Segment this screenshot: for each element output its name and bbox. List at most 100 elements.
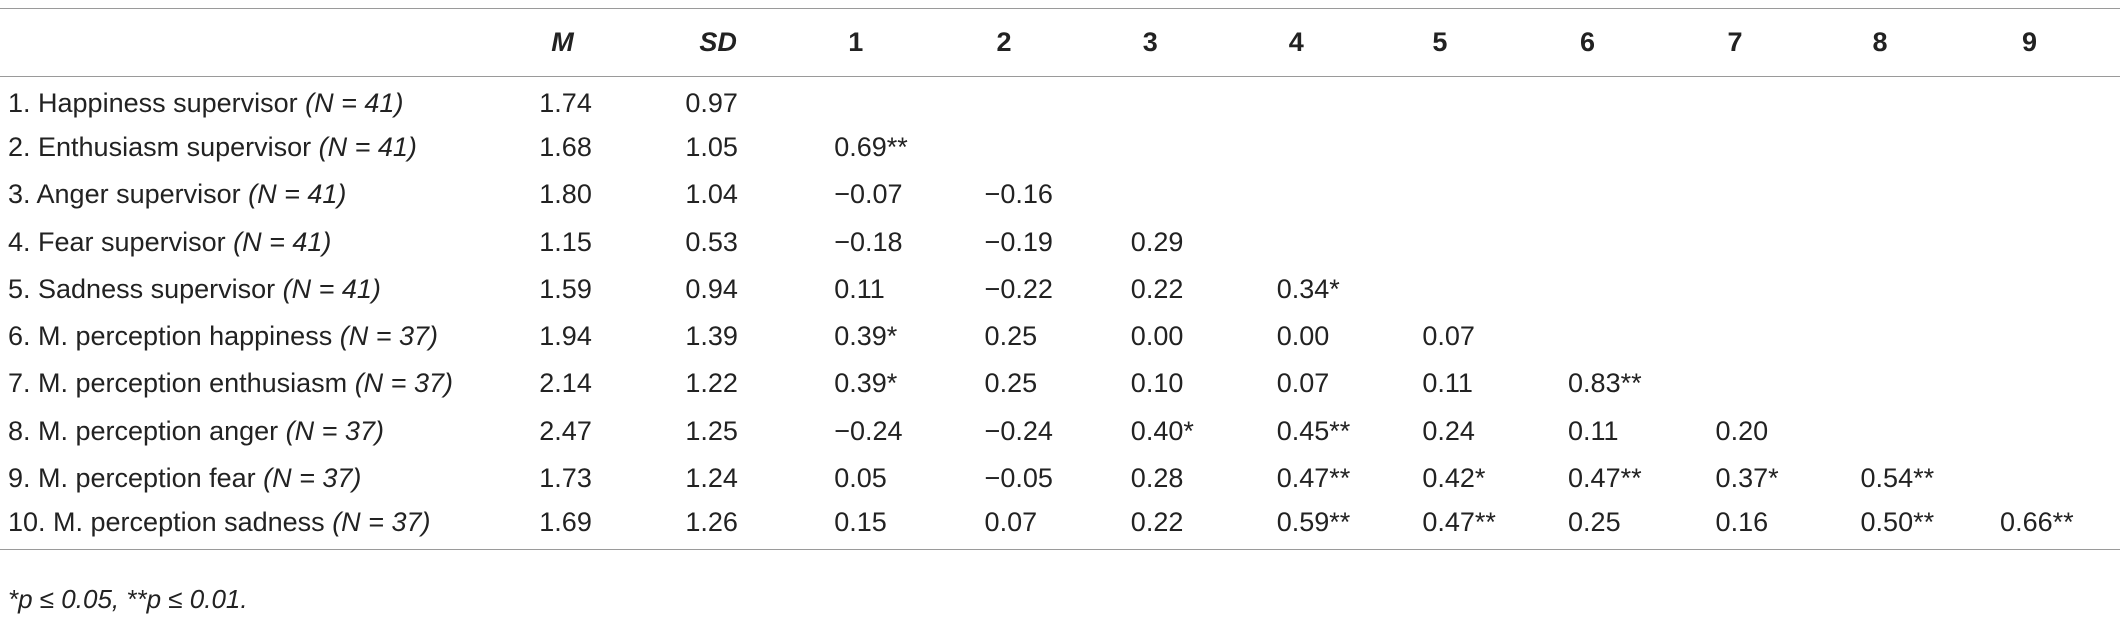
header-col-4: 2 xyxy=(976,8,1123,77)
table-cell: 0.54** xyxy=(1860,463,1935,494)
table-cell: 0.83** xyxy=(1568,368,1642,399)
table-cell: 0.47** xyxy=(1276,463,1351,494)
table-header-row: M SD 1 2 3 4 5 6 7 8 9 xyxy=(0,8,2120,77)
table-row: 1. Happiness supervisor (N = 41) 1.74 0.97 xyxy=(0,77,2120,124)
table-cell: 0.25 xyxy=(1560,502,1708,550)
table-cell: 0.07 xyxy=(1422,321,1475,352)
table-cell xyxy=(828,77,976,124)
row-label: 10. M. perception sadness (N = 37) xyxy=(0,502,538,550)
header-col-7: 5 xyxy=(1414,8,1561,77)
row-label: 1. Happiness supervisor (N = 41) xyxy=(0,77,537,124)
table-cell xyxy=(1708,77,1853,124)
table-cell: 2.14 xyxy=(539,368,592,399)
table-cell: 0.11 xyxy=(834,273,885,304)
row-sample-size: (N = 41) xyxy=(282,273,381,304)
row-sample-size: (N = 37) xyxy=(354,368,453,399)
table-row: 4. Fear supervisor (N = 41) 1.15 0.53 −0.18… xyxy=(0,218,2120,265)
table-cell: 0.53 xyxy=(685,226,738,257)
header-col-6: 4 xyxy=(1268,8,1415,77)
table-cell: 1.69 xyxy=(537,502,680,550)
header-col-5: 3 xyxy=(1122,8,1269,77)
row-label: 2. Enthusiasm supervisor (N = 41) xyxy=(0,124,537,171)
table-cell: 1.59 xyxy=(539,273,592,304)
table-row: 3. Anger supervisor (N = 41) 1.80 1.04 −0.0… xyxy=(0,171,2120,218)
table-cell xyxy=(1269,218,1415,265)
header-col-8: 6 xyxy=(1560,8,1708,77)
table-cell: 0.47** xyxy=(1414,502,1561,550)
table-cell: 0.29 xyxy=(1130,226,1184,257)
table-cell xyxy=(1708,313,1853,360)
table-cell xyxy=(1708,266,1853,313)
table-row: 7. M. perception enthusiasm (N = 37) 2.14… xyxy=(0,360,2120,407)
table-cell xyxy=(1123,77,1269,124)
table-cell: 0.59** xyxy=(1268,502,1415,550)
row-label: 4. Fear supervisor (N = 41) xyxy=(0,218,537,265)
row-label: 9. M. perception fear (N = 37) xyxy=(0,455,537,502)
table-cell xyxy=(1269,171,1415,218)
table-cell xyxy=(1414,266,1560,313)
table-cell: −0.07 xyxy=(834,179,903,210)
table-cell xyxy=(1560,77,1708,124)
table-cell: 1.15 xyxy=(539,226,592,257)
table-cell xyxy=(1853,360,2001,407)
table-cell: 0.42* xyxy=(1422,463,1486,494)
table-cell xyxy=(1853,124,2001,171)
row-label-text: 1. Happiness supervisor xyxy=(8,87,306,118)
table-cell xyxy=(1269,77,1415,124)
table-cell xyxy=(1708,360,1853,407)
table-cell: 1.74 xyxy=(539,87,592,118)
table-cell: 2.47 xyxy=(539,415,592,446)
table-cell: −0.05 xyxy=(984,463,1053,494)
table-cell xyxy=(2000,77,2120,124)
table-cell xyxy=(1560,313,1708,360)
table-cell xyxy=(1123,124,1269,171)
table-cell: 1.73 xyxy=(539,463,592,494)
row-sample-size: (N = 37) xyxy=(285,415,384,446)
table-cell: 1.80 xyxy=(539,179,592,210)
table-footnote: *p ≤ 0.05, **p ≤ 0.01. xyxy=(8,584,248,614)
table-cell xyxy=(1560,266,1708,313)
table-cell xyxy=(1269,124,1415,171)
table-row: 6. M. perception happiness (N = 37) 1.94 1… xyxy=(0,313,2120,360)
table-cell: 1.39 xyxy=(685,321,738,352)
table-cell xyxy=(2000,360,2120,407)
table-cell xyxy=(1853,313,2001,360)
table-cell: −0.24 xyxy=(984,415,1053,446)
table-row: 5. Sadness supervisor (N = 41) 1.59 0.94 0.… xyxy=(0,266,2120,313)
row-label: 3. Anger supervisor (N = 41) xyxy=(0,171,537,218)
table-cell: 0.25 xyxy=(984,321,1038,352)
table-cell: −0.22 xyxy=(984,273,1053,304)
table-cell xyxy=(1708,171,1853,218)
table-cell xyxy=(2000,313,2120,360)
table-cell: 1.24 xyxy=(685,463,738,494)
table-cell: 0.05 xyxy=(834,463,887,494)
table-cell: 0.22 xyxy=(1122,502,1269,550)
table-cell: −0.16 xyxy=(984,179,1053,210)
table-cell xyxy=(1560,124,1708,171)
table-cell xyxy=(1123,171,1269,218)
table-cell: 0.47** xyxy=(1568,463,1642,494)
table-body: 1. Happiness supervisor (N = 41) 1.74 0.97… xyxy=(0,77,2120,550)
table-cell: 0.25 xyxy=(984,368,1038,399)
table-cell: 0.07 xyxy=(976,502,1123,550)
table-cell xyxy=(977,77,1123,124)
table-cell: 0.40* xyxy=(1130,415,1194,446)
row-label-text: 4. Fear supervisor xyxy=(8,226,234,257)
table-cell xyxy=(1708,218,1853,265)
table-cell: 0.10 xyxy=(1130,368,1184,399)
table-cell: 0.07 xyxy=(1276,368,1330,399)
row-label-text: 10. M. perception sadness xyxy=(8,507,333,538)
table-cell xyxy=(1560,218,1708,265)
table-cell: 0.11 xyxy=(1568,415,1619,446)
table-cell: 1.25 xyxy=(685,415,738,446)
row-sample-size: (N = 37) xyxy=(339,321,438,352)
correlation-table: M SD 1 2 3 4 5 6 7 8 9 1. Happiness supervisor (N … xyxy=(0,8,2120,550)
table-row: 9. M. perception fear (N = 37) 1.73 1.24 0.… xyxy=(0,455,2120,502)
row-label-text: 9. M. perception fear xyxy=(8,463,264,494)
header-col-2: SD xyxy=(679,8,829,77)
row-label: 6. M. perception happiness (N = 37) xyxy=(0,313,537,360)
table-row: 2. Enthusiasm supervisor (N = 41) 1.68 1.0… xyxy=(0,124,2120,171)
header-col-1: M xyxy=(537,8,680,77)
table-cell xyxy=(1853,218,2001,265)
